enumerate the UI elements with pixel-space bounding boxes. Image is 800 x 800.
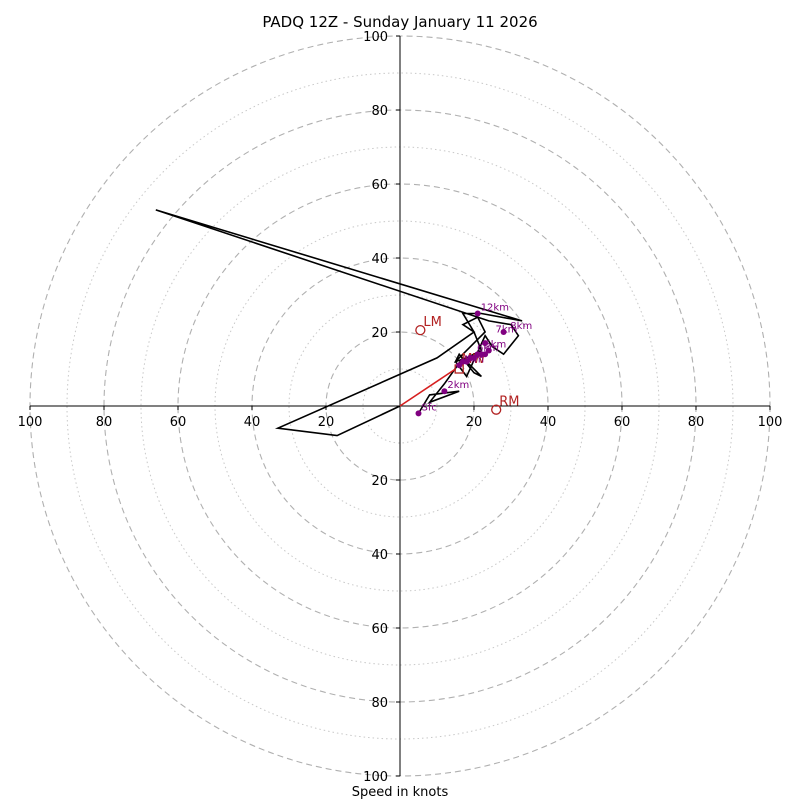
x-axis-label: Speed in knots [352,785,449,800]
left-mover-label: LM [423,315,441,330]
height-label: 8km [510,321,532,332]
x-tick-label: 80 [688,415,705,430]
height-label: Sfc [422,402,437,413]
hodograph-traces [156,210,522,436]
hodograph-line [156,210,522,436]
y-tick-label: 100 [363,770,388,785]
height-label: 12km [481,303,509,314]
x-tick-label: 80 [96,415,113,430]
y-tick-label: 60 [371,622,388,637]
right-mover-label: RM [499,395,519,410]
x-tick-label: 100 [758,415,783,430]
chart-title: PADQ 12Z - Sunday January 11 2026 [262,13,537,31]
y-tick-label: 60 [371,178,388,193]
y-tick-label: 20 [371,326,388,341]
x-tick-label: 20 [466,415,483,430]
hodograph-chart: PADQ 12Z - Sunday January 11 2026 100 80 6… [0,0,800,800]
x-tick-label: 60 [614,415,631,430]
y-tick-label: 80 [371,104,388,119]
height-label: 2km [447,380,469,391]
x-tick-label: 40 [540,415,557,430]
x-tick-label: 20 [318,415,335,430]
y-tick-label: 20 [371,474,388,489]
height-label: 4km [462,354,484,365]
x-tick-label: 60 [170,415,187,430]
y-tick-label: 100 [363,30,388,45]
x-tick-label: 40 [244,415,261,430]
x-tick-label: 100 [18,415,43,430]
height-label: 5km [484,340,506,351]
y-tick-label: 40 [371,548,388,563]
y-tick-label: 40 [371,252,388,267]
y-tick-label: 80 [371,696,388,711]
